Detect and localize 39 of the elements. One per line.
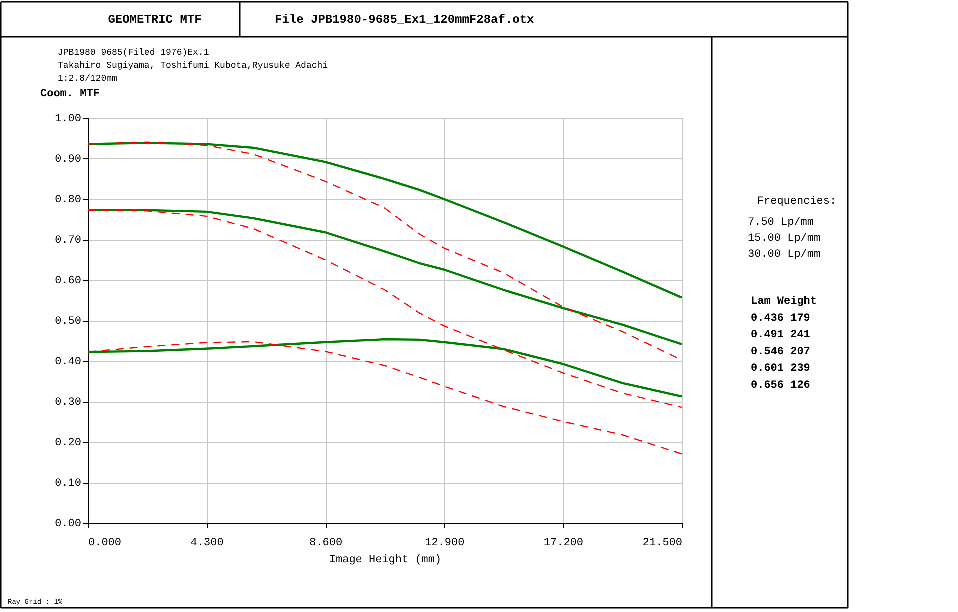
text: 30.00 Lp/mm [748,249,822,261]
y-tick-label: 0.70 [55,235,82,247]
x-tick-label: 8.600 [310,538,343,550]
text: 0.546 207 [751,346,810,358]
x-tick-label: 0.000 [88,538,122,550]
y-tick-label: 0.50 [55,316,82,328]
x-tick-label: 17.200 [544,538,584,550]
y-tick-label: 1.00 [55,114,82,126]
text: 0.656 126 [751,380,810,392]
chart-title: GEOMETRIC MTF [108,13,202,27]
line-series [86,142,684,299]
y-tick-label: 0.40 [55,356,82,368]
y-tick-label: 0.30 [55,397,82,409]
text: 0.491 241 [751,330,811,342]
x-tick-label: 21.500 [642,538,682,550]
text: 0.436 179 [751,312,810,325]
y-tick-label: 0.60 [55,276,82,288]
line-series [87,210,683,408]
x-axis-title: Image Height (mm) [329,554,442,566]
y-tick-label: 0.90 [55,154,82,166]
text: JPB1980 9685(Filed 1976)Ex.1 [58,48,210,58]
x-tick-label: 12.900 [425,538,465,550]
line-series [87,341,683,455]
line-series [86,209,684,346]
y-tick-label: 0.80 [55,194,82,206]
text: Frequencies: [757,196,837,208]
y-tick-label: 0.00 [55,518,82,530]
text: File JPB1980-9685_Ex1_120mmF28af.otx [275,13,534,27]
x-tick-label: 4.300 [190,538,224,550]
text: Lam Weight [751,296,818,308]
y-tick-label: 0.10 [55,478,82,490]
y-axis-title: Coom. MTF [40,88,100,100]
text: 7.50 Lp/mm [748,217,814,229]
text: 1:2.8/120mm [58,74,118,84]
y-tick-label: 0.20 [55,438,82,450]
line-series [86,338,684,398]
text: 15.00 Lp/mm [748,233,822,245]
text: Takahiro Sugiyama, Toshifumi Kubota,Ryusuke Adachi [58,61,328,71]
text: 0.601 239 [751,363,810,376]
